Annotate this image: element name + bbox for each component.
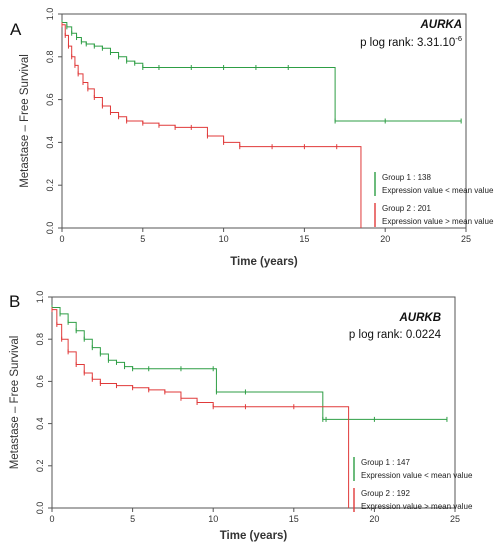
panel-b-x-tick-label: 25 xyxy=(450,514,460,524)
panel-b-y-tick-label: 0.0 xyxy=(35,502,45,515)
panel-a-legend-1-name: Group 1 : 138 xyxy=(382,173,431,182)
panel-b-y-tick-label: 1.0 xyxy=(35,291,45,304)
panel-a-x-tick-label: 20 xyxy=(380,234,390,244)
panel-b-x-tick-label: 5 xyxy=(130,514,135,524)
panel-a-y-tick-label: 0.2 xyxy=(45,179,55,192)
panel-a-pvalue: p log rank: 3.31.10-6 xyxy=(360,34,462,49)
panel-a-x-tick-label: 15 xyxy=(299,234,309,244)
panel-a-legend-2-name: Group 2 : 201 xyxy=(382,204,431,213)
panel-a-y-tick-label: 0.6 xyxy=(45,93,55,106)
panel-b-legend-1-description: Expression value < mean value xyxy=(361,471,473,480)
panel-a-pvalue-text: p log rank: 3.31.10 xyxy=(360,37,455,49)
panel-b-x-tick-label: 20 xyxy=(369,514,379,524)
panel-a-plot-frame xyxy=(61,13,467,229)
panel-a-x-tick-label: 5 xyxy=(140,234,145,244)
panel-b-legend-2-description: Expression value > mean value xyxy=(361,502,473,511)
panel-b-legend-1-name: Group 1 : 147 xyxy=(361,458,410,467)
panel-b-y-tick-label: 0.4 xyxy=(35,417,45,430)
panel-b-series-1-curve xyxy=(52,307,447,420)
panel-a-x-tick-label: 25 xyxy=(461,234,471,244)
panel-b-legend-2-name: Group 2 : 192 xyxy=(361,489,410,498)
panel-a-y-axis-label: Metastase – Free Survival xyxy=(19,54,31,188)
panel-a-pvalue-exponent: -6 xyxy=(455,34,462,43)
panel-a-series-2-curve xyxy=(62,24,362,228)
panel-a-legend-2-description: Expression value > mean value xyxy=(382,217,494,226)
panel-b-y-axis-label: Metastase – Free Survival xyxy=(9,336,21,470)
panel-b-gene-name: AURKB xyxy=(398,312,441,324)
panel-a-y-tick-label: 1.0 xyxy=(45,8,55,21)
panel-b-series-2-curve xyxy=(52,309,350,508)
panel-a-label: A xyxy=(10,20,22,39)
panel-a-y-tick-label: 0.4 xyxy=(45,136,55,149)
panel-a-y-tick-label: 0.0 xyxy=(45,222,55,235)
panel-b-y-tick-label: 0.6 xyxy=(35,375,45,388)
panel-b-pvalue-text: p log rank: 0.0224 xyxy=(349,329,442,341)
panel-a-x-tick-label: 10 xyxy=(219,234,229,244)
panel-b-x-axis-label: Time (years) xyxy=(220,530,288,542)
panel-b-y-tick-label: 0.8 xyxy=(35,333,45,346)
panel-b-pvalue: p log rank: 0.0224 xyxy=(349,329,442,341)
panel-a-y-tick-label: 0.8 xyxy=(45,51,55,64)
panel-a-x-axis-label: Time (years) xyxy=(230,256,298,268)
panel-b-y-tick-label: 0.2 xyxy=(35,460,45,473)
panel-b-plot-frame xyxy=(51,296,456,509)
panel-a-legend-1-description: Expression value < mean value xyxy=(382,186,494,195)
panel-a-gene-name: AURKA xyxy=(419,19,462,31)
panel-b-x-tick-label: 15 xyxy=(289,514,299,524)
panel-b-x-tick-label: 10 xyxy=(208,514,218,524)
panel-b-label: B xyxy=(9,292,20,311)
panel-a-x-tick-label: 0 xyxy=(59,234,64,244)
panel-b-x-tick-label: 0 xyxy=(49,514,54,524)
